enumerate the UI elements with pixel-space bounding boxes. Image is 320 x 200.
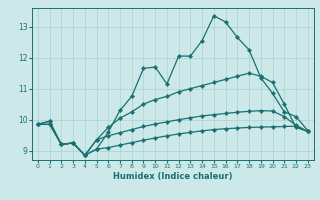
X-axis label: Humidex (Indice chaleur): Humidex (Indice chaleur)	[113, 172, 233, 181]
